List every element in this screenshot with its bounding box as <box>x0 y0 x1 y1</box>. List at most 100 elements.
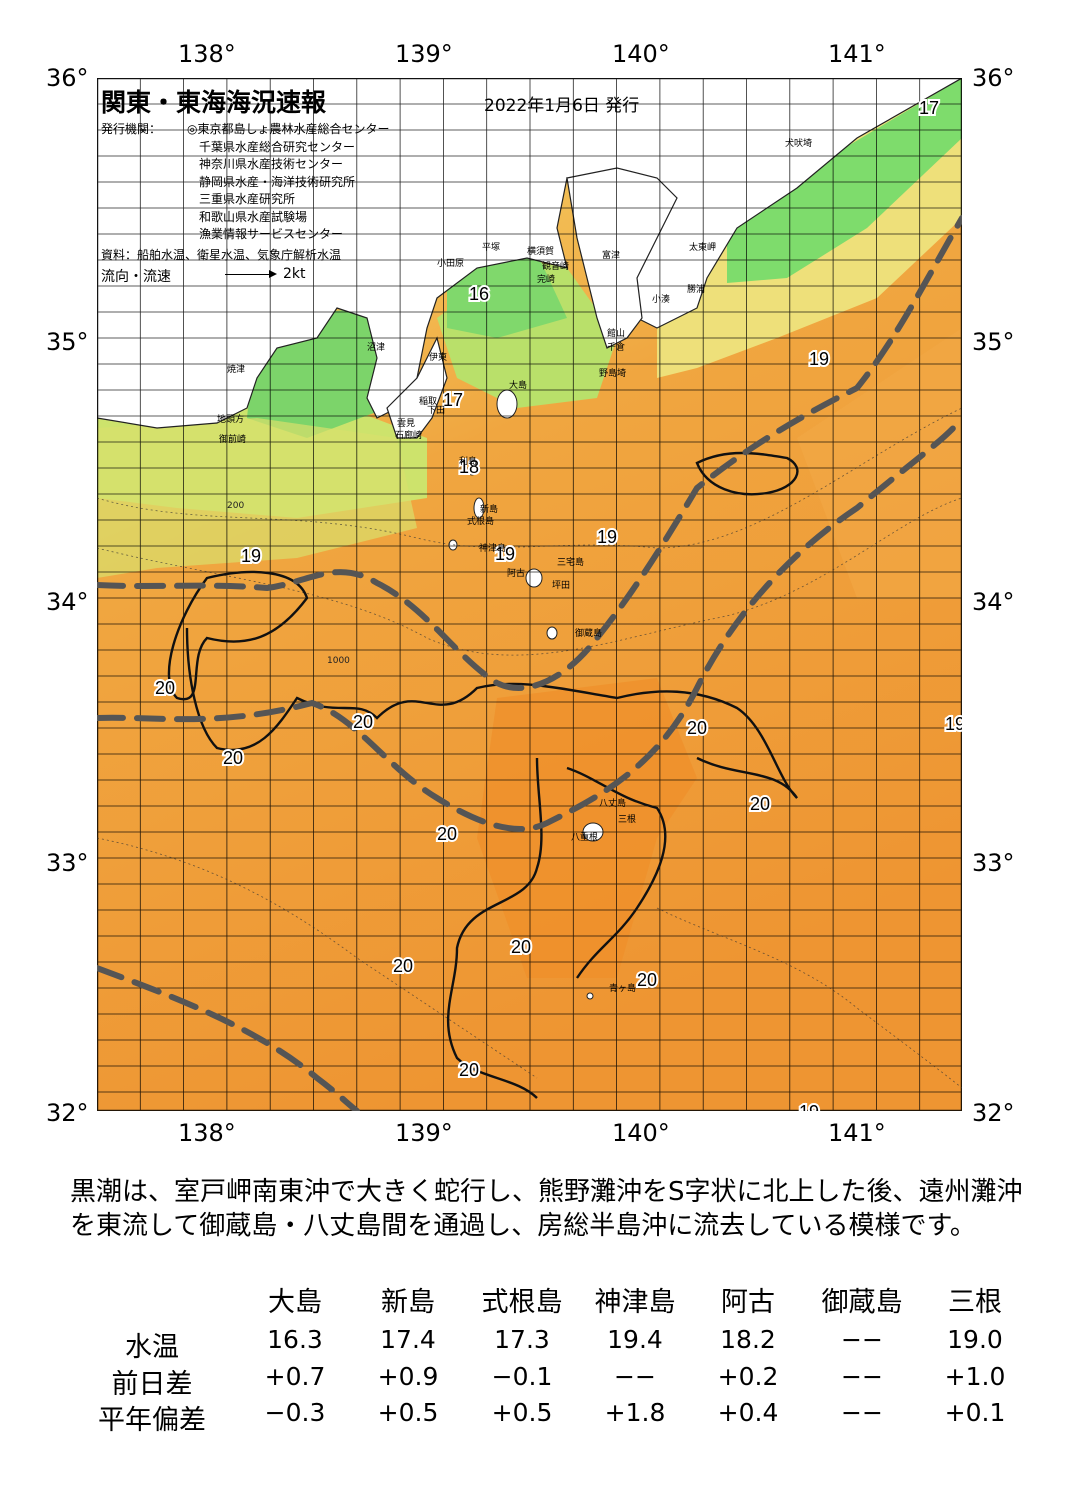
place-name: 沼津 <box>367 342 385 353</box>
lat-label-left-36: 36° <box>46 64 89 92</box>
isotherm-label: 18 <box>459 457 479 477</box>
table-cell: 16.3 <box>267 1325 323 1354</box>
table-cell: −0.1 <box>491 1362 553 1391</box>
map-border <box>97 78 962 1111</box>
cool-water-west <box>97 418 417 578</box>
place-name: 新島 <box>480 503 498 515</box>
lat-label-left-33: 33° <box>46 849 89 877</box>
isotherm-label: 20 <box>459 1060 479 1080</box>
isotherm-label: 17 <box>443 390 463 410</box>
place-name: 野島埼 <box>599 367 626 379</box>
row-label: 平年偏差 <box>98 1405 206 1436</box>
table-cell: +0.1 <box>944 1398 1006 1427</box>
sea-temperature-map: 17 16 17 18 19 19 19 19 19 19 20 20 20 20 20 20 20 20 20 20… <box>97 78 962 1111</box>
isotherm-label: 19 <box>241 546 261 566</box>
isotherm-label: 16 <box>469 284 489 304</box>
lon-label-top-140: 140° <box>612 40 670 68</box>
flow-arrow-icon <box>225 270 277 278</box>
issuer-item: 三重県水産研究所 <box>199 192 296 206</box>
isotherm-label: 20 <box>223 748 243 768</box>
place-name: 焼津 <box>227 364 245 375</box>
place-name: 八丈島 <box>599 797 626 809</box>
row-label: 前日差 <box>111 1369 193 1400</box>
col-header: 三根 <box>948 1287 1002 1318</box>
island-niijima <box>473 497 485 519</box>
place-name: 平塚 <box>482 242 500 253</box>
issuer-block: 発行機関： ◎東京都島しょ農林水産総合センター 千葉県水産総合研究センター 神奈… <box>101 121 389 241</box>
depth-label-200: 200 <box>227 501 244 511</box>
land-boso-peninsula <box>566 167 678 349</box>
lon-label-bottom-140: 140° <box>612 1119 670 1147</box>
col-header: 神津島 <box>594 1287 676 1318</box>
depth-contours <box>97 407 962 1089</box>
lat-label-right-34: 34° <box>972 588 1015 616</box>
place-name: 阿古 <box>507 567 525 579</box>
table-cell: −− <box>841 1398 883 1427</box>
isotherm-label: 19 <box>809 349 829 369</box>
island-mikurajima <box>546 626 558 640</box>
isotherm-label: 20 <box>353 712 373 732</box>
lon-label-top-141: 141° <box>828 40 886 68</box>
place-name: 八重根 <box>571 831 598 843</box>
place-name: 石廊崎 <box>395 429 422 441</box>
data-sources: 資料：船舶水温、衛星水温、気象庁解析水温 <box>101 248 342 262</box>
issuer-item: 和歌山県水産試験場 <box>199 209 308 224</box>
col-header: 阿古 <box>721 1287 775 1318</box>
lon-label-top-138: 138° <box>178 40 236 68</box>
table-cell: +0.5 <box>491 1398 553 1427</box>
lon-label-bottom-138: 138° <box>178 1119 236 1147</box>
table-cell: +1.0 <box>944 1362 1006 1391</box>
table-cell: 19.0 <box>947 1325 1003 1354</box>
place-name: 館山 <box>607 327 625 339</box>
place-name: 小湊 <box>652 293 670 305</box>
lat-label-right-33: 33° <box>972 849 1015 877</box>
table-cell: +0.7 <box>264 1362 326 1391</box>
isotherm-label: 19 <box>799 1102 819 1111</box>
lon-label-bottom-139: 139° <box>395 1119 453 1147</box>
place-name: 伊東 <box>429 351 447 363</box>
place-name: 式根島 <box>467 515 494 527</box>
place-name: 下田 <box>427 405 445 416</box>
place-name: 青ヶ島 <box>609 982 636 994</box>
row-label: 水温 <box>125 1332 179 1363</box>
col-header: 大島 <box>268 1287 322 1318</box>
lat-label-right-32: 32° <box>972 1099 1015 1127</box>
col-header: 御蔵島 <box>821 1287 903 1318</box>
flow-legend: 流向・流速 2kt <box>101 266 306 286</box>
place-name: 御前崎 <box>219 433 246 445</box>
place-name: 富津 <box>602 249 620 261</box>
warm-water-patch-east <box>797 328 962 598</box>
situation-description: 黒潮は、室戸岬南東沖で大きく蛇行し、熊野灘沖をS字状に北上した後、遠州灘沖を東流… <box>70 1177 1023 1241</box>
issuer-item: 漁業情報サービスセンター <box>199 227 344 241</box>
place-name: 地頭方 <box>217 413 244 425</box>
issuer-label: 発行機関： <box>101 122 162 136</box>
flow-label: 流向・流速 <box>101 269 171 285</box>
isotherm-label: 20 <box>155 678 175 698</box>
issuer-list: ◎東京都島しょ農林水産総合センター 千葉県水産総合研究センター 神奈川県水産技術… <box>187 121 389 244</box>
place-name: 雲見 <box>397 418 415 429</box>
col-header: 式根島 <box>481 1287 563 1318</box>
cool-water-green-sagami <box>447 253 567 338</box>
isotherm-label: 20 <box>687 718 707 738</box>
isotherm-labels: 17 16 17 18 19 19 19 19 19 19 20 20 20 20 20 20 20 20 20 20 <box>153 96 962 1111</box>
island-kozushima <box>448 539 458 551</box>
place-name: 坪田 <box>552 580 570 591</box>
lat-label-left-32: 32° <box>46 1099 89 1127</box>
cool-water-boso-green <box>727 78 962 283</box>
table-cell: 19.4 <box>607 1325 663 1354</box>
flow-scale: 2kt <box>283 266 306 282</box>
isotherm-label: 20 <box>393 956 413 976</box>
lat-label-right-36: 36° <box>972 64 1015 92</box>
isotherm-label: 17 <box>919 98 939 118</box>
table-cell: +0.2 <box>717 1362 779 1391</box>
table-cell: −− <box>841 1362 883 1391</box>
place-name: 大島 <box>509 379 527 391</box>
table-cell: +0.4 <box>717 1398 779 1427</box>
table-cell: −− <box>841 1325 883 1354</box>
table-cell: 17.4 <box>380 1325 436 1354</box>
table-cell: −− <box>614 1362 656 1391</box>
issue-date: 2022年1月6日 発行 <box>484 96 640 116</box>
lon-label-bottom-141: 141° <box>828 1119 886 1147</box>
place-name: 千倉 <box>607 341 625 353</box>
